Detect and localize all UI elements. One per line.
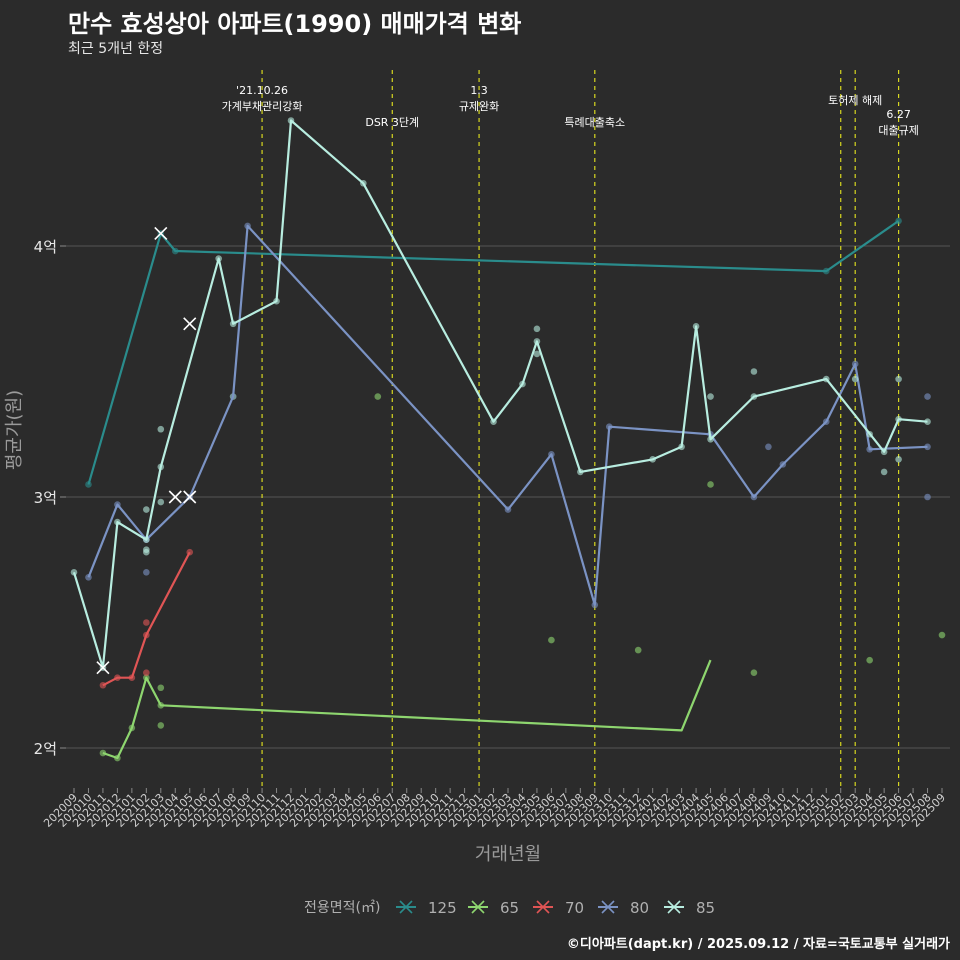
- point-85-34: [895, 375, 902, 383]
- cross-85-1: [183, 317, 197, 331]
- point-65-13: [866, 656, 873, 664]
- point-65-9: [548, 636, 555, 644]
- legend-label-85: 85: [696, 899, 715, 917]
- event-label-1-0: DSR 3단계: [365, 116, 419, 129]
- legend-swatch-cross-65: [471, 900, 485, 914]
- legend-swatch-cross-80: [601, 900, 615, 914]
- point-85-19: [533, 350, 541, 358]
- legend-swatch-cross-85: [667, 900, 681, 914]
- series-125: [85, 217, 902, 488]
- series-80: [85, 222, 931, 609]
- point-85-4: [143, 506, 150, 513]
- cross-125-0: [154, 226, 168, 241]
- point-85-9: [157, 425, 165, 433]
- series-line-125: [87, 219, 900, 485]
- point-65-11: [707, 481, 714, 488]
- cross-80-1: [183, 490, 197, 504]
- point-85-27: [750, 368, 758, 375]
- point-85-18: [533, 325, 541, 333]
- source-caption: ©디아파트(dapt.kr) / 2025.09.12 / 자료=국토교통부 실…: [566, 937, 950, 952]
- legend-title: 전용면적(㎡): [304, 900, 380, 916]
- event-label-6-1: 대출규제: [878, 124, 918, 137]
- legend-swatch-cross-125: [399, 900, 413, 914]
- chart-title: 만수 효성상아 아파트(1990) 매매가격 변화: [68, 10, 522, 38]
- gridlines: [66, 245, 950, 749]
- point-85-36: [924, 418, 931, 426]
- legend: 전용면적(㎡) 125 65 70 80 85: [304, 899, 715, 917]
- legend-label-80: 80: [630, 899, 649, 917]
- event-label-2-1: 규제완화: [459, 100, 499, 113]
- point-85-25: [707, 393, 714, 400]
- event-label-6-0: 6.27: [886, 108, 911, 121]
- series-line-70: [102, 551, 191, 687]
- y-tick-label-2: 4억: [34, 238, 57, 256]
- event-label-0-1: 가계부채관리강화: [222, 100, 303, 113]
- x-axis-label: 거래년월: [475, 844, 541, 865]
- legend-label-70: 70: [565, 899, 584, 917]
- event-label-5-0: 토허제 해제: [828, 93, 882, 107]
- y-tick-label-1: 3억: [34, 489, 57, 507]
- series-65: [99, 393, 946, 762]
- point-65-10: [634, 646, 642, 654]
- point-85-8: [157, 498, 165, 506]
- point-65-8: [374, 393, 382, 400]
- point-85-6: [143, 546, 150, 554]
- legend-item-85: 85: [664, 899, 715, 917]
- legend-item-70: 70: [533, 899, 584, 917]
- point-70-5: [143, 669, 150, 676]
- x-axis: 2020092020102020112020122021012021022021…: [41, 788, 948, 830]
- series-85: [70, 117, 931, 675]
- legend-label-125: 125: [428, 899, 457, 917]
- y-tick-label-0: 2억: [34, 740, 57, 758]
- legend-swatch-cross-70: [536, 900, 550, 914]
- point-65-12: [750, 669, 758, 676]
- legend-item-65: 65: [468, 899, 519, 917]
- point-85-29: [851, 375, 859, 383]
- legend-item-125: 125: [396, 899, 457, 917]
- point-65-14: [938, 631, 946, 639]
- point-65-5: [157, 684, 165, 692]
- point-80-20: [924, 493, 931, 501]
- legend-item-80: 80: [598, 899, 649, 917]
- event-label-2-0: 1.3: [470, 84, 488, 97]
- point-80-13: [765, 443, 772, 451]
- point-65-6: [157, 722, 165, 729]
- event-label-3-0: 특례대출축소: [564, 116, 625, 129]
- cross-80-0: [168, 490, 182, 504]
- series-line-85: [72, 119, 928, 669]
- chart-subtitle: 최근 5개년 한정: [68, 41, 164, 57]
- event-label-0-0: '21.10.26: [236, 84, 288, 97]
- series-line-80: [87, 224, 928, 607]
- y-axis-label: 평균가(원): [4, 390, 25, 470]
- cross-85-0: [96, 661, 110, 675]
- series-layer: [70, 117, 946, 762]
- point-85-32: [880, 468, 888, 476]
- point-70-4: [143, 619, 150, 626]
- point-85-35: [895, 456, 902, 463]
- series-line-65: [102, 659, 712, 760]
- y-axis: 2억 3억 4억: [34, 238, 66, 758]
- point-80-19: [924, 443, 931, 451]
- series-70: [99, 548, 194, 689]
- point-80-18: [924, 393, 931, 400]
- point-80-3: [143, 569, 150, 576]
- legend-label-65: 65: [500, 899, 519, 917]
